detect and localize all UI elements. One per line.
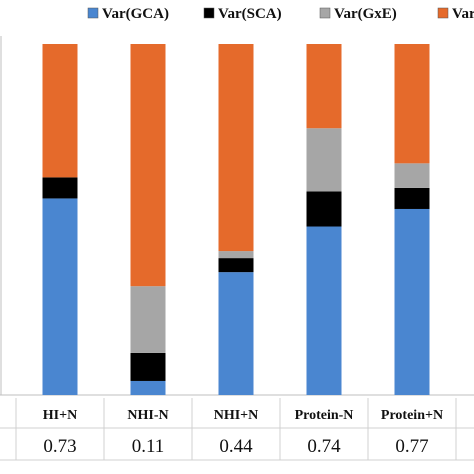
bar-protein-n-var-gxe (306, 128, 342, 192)
bar-protein-n-var-gca (306, 226, 342, 395)
table-value-protein-n: 0.74 (307, 436, 341, 457)
legend-label-var-sca: Var(SCA) (218, 6, 282, 22)
bar-nhi-n-var-gxe (130, 286, 166, 353)
bar-nhi-n-var-sca (130, 352, 166, 381)
bar-protein-n-var-gxn (394, 44, 430, 164)
bars (0, 36, 474, 396)
value-table: HI+N 0.73 NHI-N 0.11 NHI+N 0.44 Protein-N 0.74 P… (0, 398, 474, 461)
table-value-nhi-n: 0.11 (132, 436, 165, 457)
bar-protein-n-var-gxe (394, 163, 430, 188)
bar-hi-n-var-sca (42, 177, 78, 199)
legend: Var(GCA) Var(SCA) Var(GxE) Var(GxN) (87, 6, 474, 22)
category-label-nhi-n: NHI-N (127, 408, 168, 423)
legend-label-var-gxe: Var(GxE) (334, 6, 397, 22)
table-value-protein-n: 0.77 (395, 436, 428, 457)
bar-nhi-n-var-gca (218, 272, 254, 395)
legend-swatch-var-sca (203, 7, 215, 19)
category-label-nhi-n: NHI+N (214, 408, 259, 423)
bar-nhi-n-var-sca (218, 258, 254, 273)
legend-swatch-var-gca (87, 7, 99, 19)
legend-label-var-gxn: Var(GxN) (452, 6, 474, 22)
bar-nhi-n-var-gxn (218, 44, 254, 252)
bar-protein-n-var-sca (394, 187, 430, 209)
table-value-nhi-n: 0.44 (219, 436, 253, 457)
table-value-hi-n: 0.73 (43, 436, 76, 457)
category-label-hi-n: HI+N (43, 408, 77, 423)
bar-hi-n-var-gca (42, 198, 78, 395)
bar-nhi-n-var-gxn (130, 44, 166, 287)
legend-swatch-var-gxe (319, 7, 331, 19)
category-label-protein-n: Protein-N (295, 408, 354, 423)
bar-protein-n-var-gxn (306, 44, 342, 129)
bar-protein-n-var-gca (394, 208, 430, 395)
bar-hi-n-var-gxn (42, 44, 78, 178)
legend-swatch-var-gxn (437, 7, 449, 19)
bar-nhi-n-var-gxe (218, 251, 254, 259)
bar-nhi-n-var-gca (130, 380, 166, 395)
category-label-protein-n: Protein+N (381, 408, 443, 423)
bar-protein-n-var-sca (306, 191, 342, 227)
legend-label-var-gca: Var(GCA) (102, 6, 169, 22)
